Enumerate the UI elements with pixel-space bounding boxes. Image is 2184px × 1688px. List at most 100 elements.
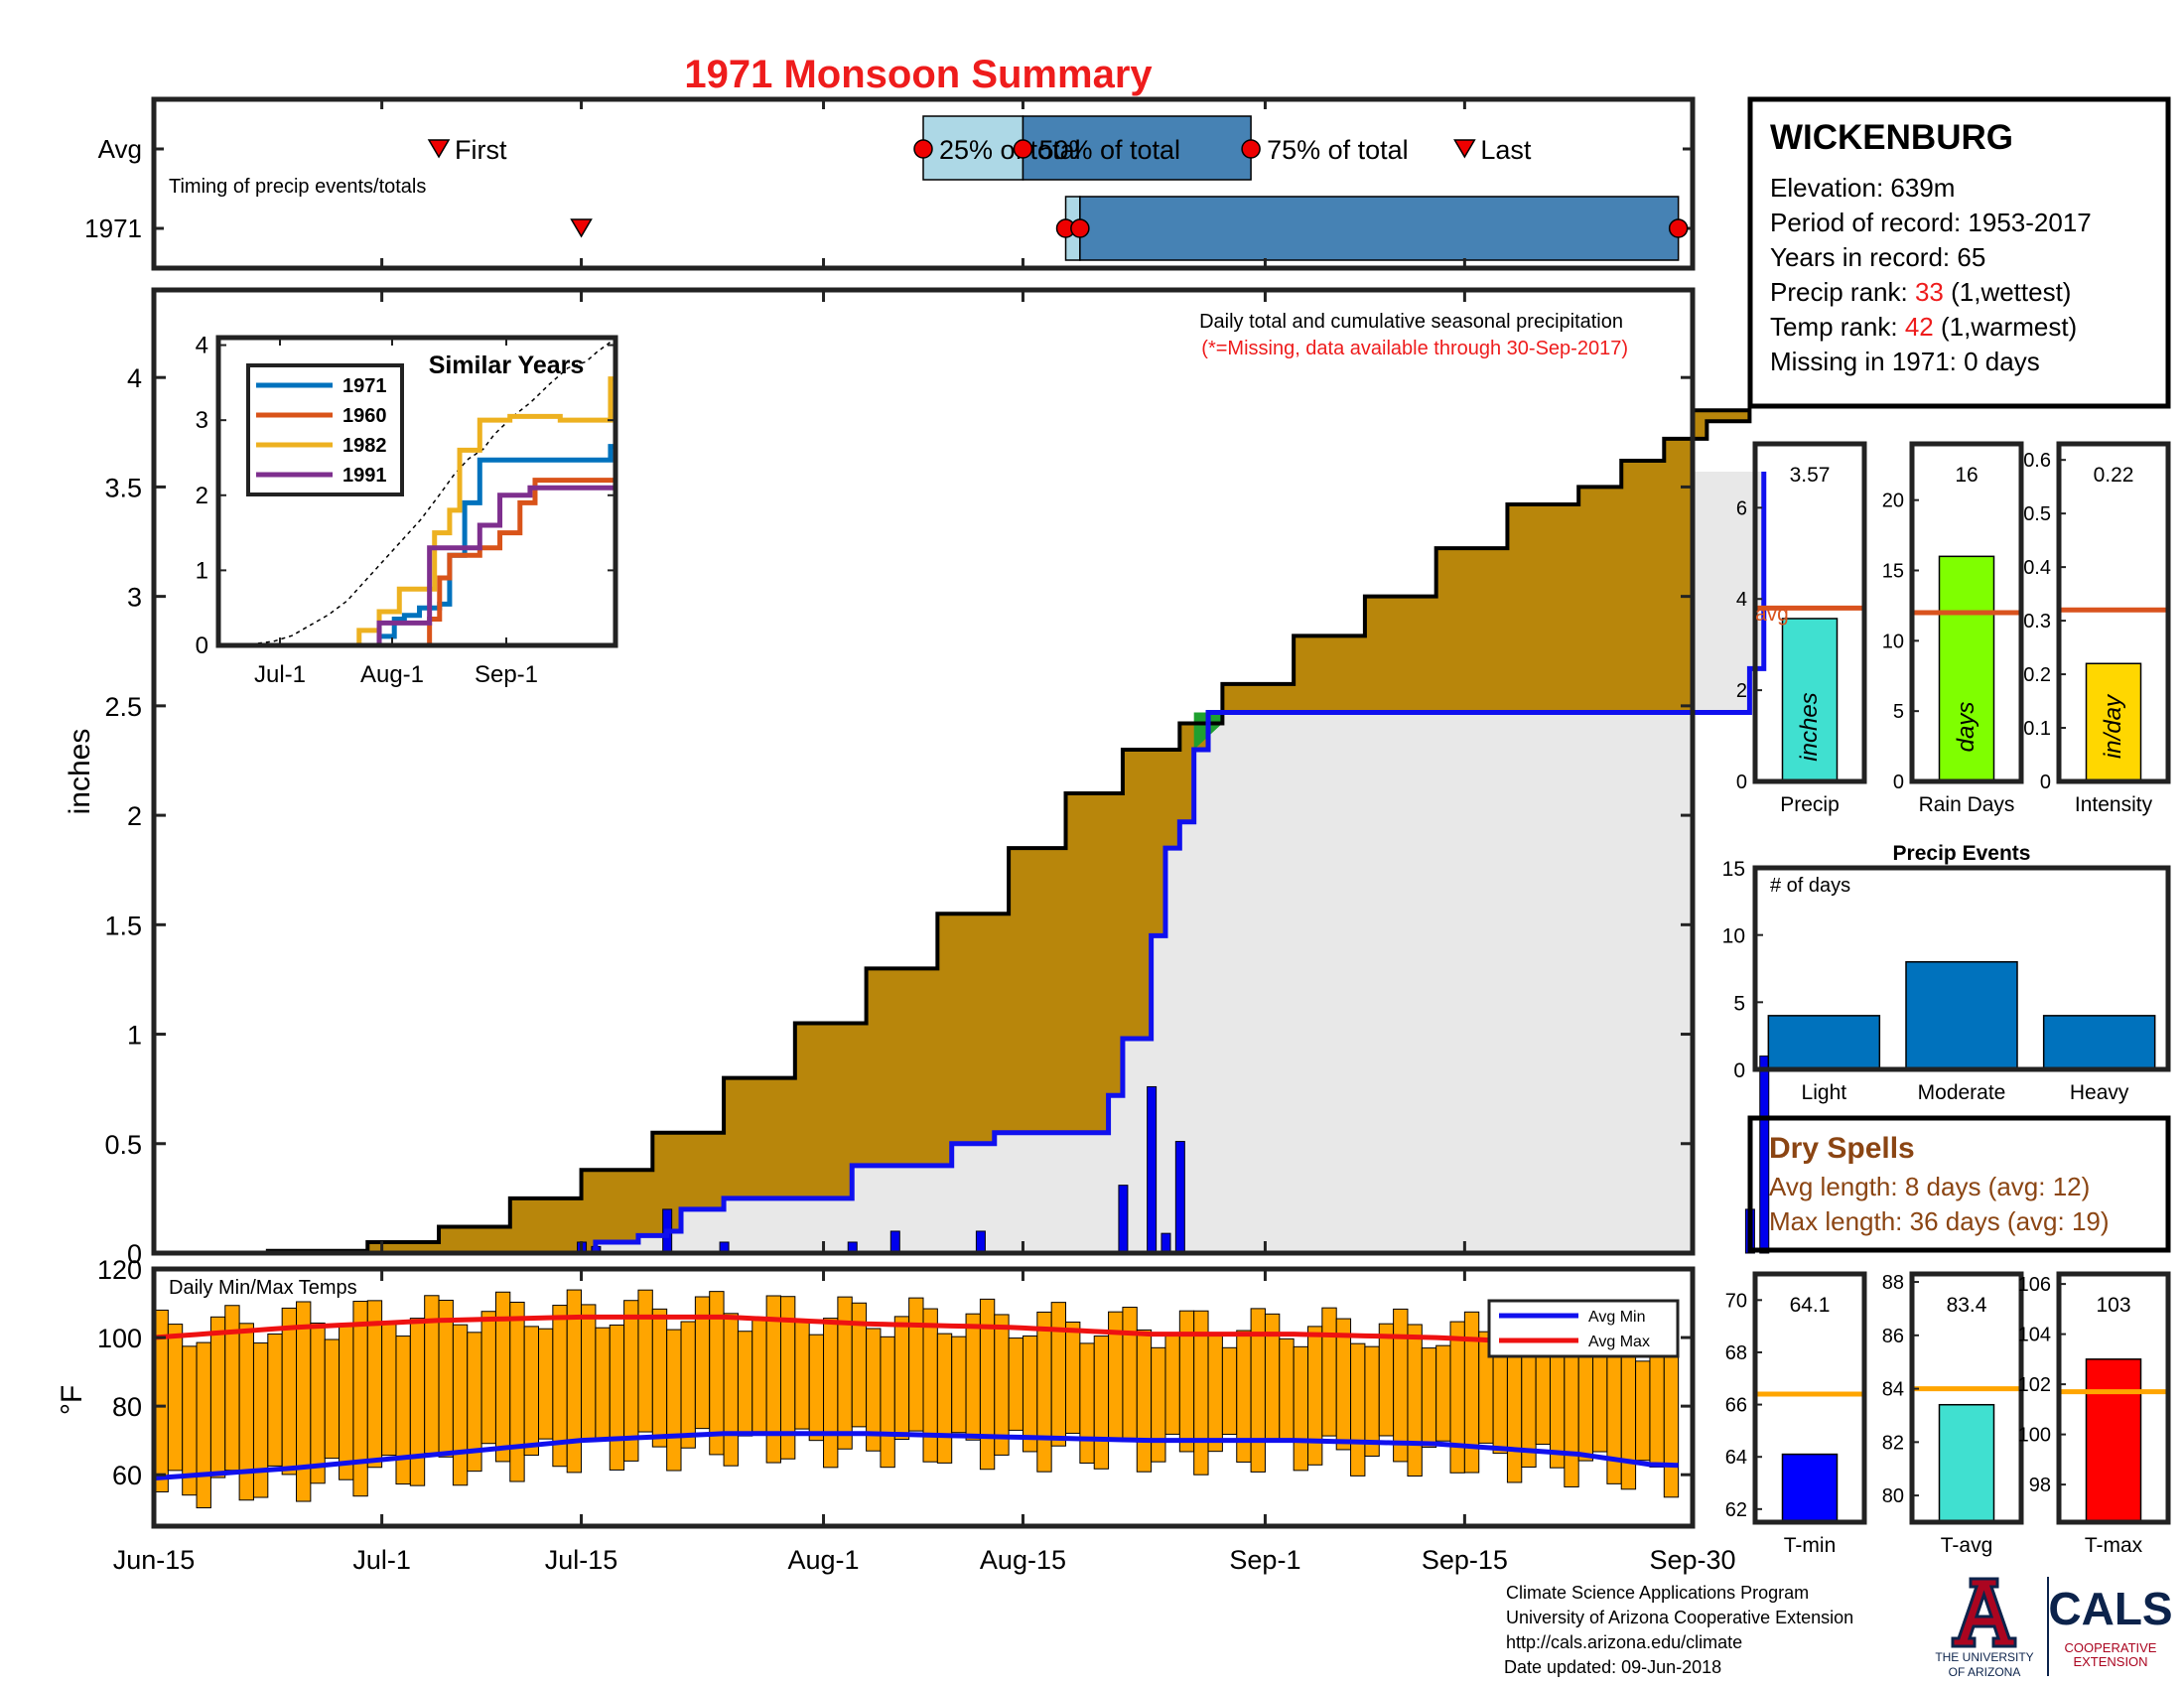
daily-temp-bar — [1364, 1345, 1380, 1457]
daily-temp-bar — [339, 1325, 354, 1480]
daily-temp-bar — [651, 1308, 668, 1448]
small-ytick-label: 70 — [1725, 1290, 1747, 1312]
unit-label: inches — [1796, 692, 1823, 761]
inset-legend-label-1971: 1971 — [342, 375, 387, 397]
small-ytick-label: 0.1 — [2023, 718, 2051, 740]
daily-temp-bar — [296, 1301, 312, 1502]
avg-first-label: First — [455, 135, 507, 165]
inset-xtick-label: Aug-1 — [360, 661, 424, 688]
inset-ytick-label: 2 — [196, 483, 208, 509]
timing-frame — [151, 96, 1696, 271]
daily-temp-bar — [1022, 1336, 1038, 1453]
dry-spells-title: Dry Spells — [1769, 1132, 1915, 1165]
precip-ytick-label: 3.5 — [104, 473, 142, 502]
daily-temp-bar — [1649, 1343, 1665, 1468]
inset-title: Similar Years — [429, 352, 585, 379]
panel-frame — [2056, 1271, 2171, 1525]
daily-precip-bar — [1147, 1085, 1158, 1254]
daily-temp-bar — [1378, 1323, 1395, 1437]
timing-note: Timing of precip events/totals — [169, 176, 426, 198]
daily-temp-bar — [1065, 1321, 1081, 1434]
value-label: 16 — [1955, 464, 1978, 487]
daily-temp-bar — [908, 1297, 924, 1432]
small-ytick-label: 0.3 — [2023, 611, 2051, 633]
daily-temp-bar — [1407, 1324, 1423, 1477]
daily-temp-bar — [595, 1327, 611, 1441]
small-ytick-label: 5 — [1893, 701, 1904, 723]
events-ytick-label: 15 — [1722, 858, 1745, 881]
value-label: 103 — [2096, 1294, 2130, 1317]
avg-75-label: 75% of total — [1267, 135, 1409, 165]
year-first-marker — [570, 218, 593, 238]
daily-temp-bar — [1293, 1345, 1309, 1472]
daily-temp-bar — [737, 1331, 753, 1437]
precip-ytick-label: 0 — [127, 1239, 142, 1269]
daily-temp-bar — [1093, 1336, 1110, 1470]
temps-panel-label: Daily Min/Max Temps — [169, 1277, 357, 1299]
timing-row-label-avg: Avg — [98, 134, 142, 164]
daily-temp-bar — [680, 1321, 696, 1449]
date-tick-label: Sep-1 — [1229, 1545, 1300, 1575]
footer-url: http://cals.arizona.edu/climate — [1506, 1632, 1742, 1652]
inset-xtick-label: Sep-1 — [475, 661, 538, 688]
avg-25-marker — [913, 139, 933, 159]
precip-ytick-label: 0.5 — [104, 1130, 142, 1160]
daily-temp-bar — [609, 1324, 625, 1471]
avg-50-label: 50% of total — [1038, 135, 1180, 165]
date-tick-label: Jun-15 — [113, 1545, 196, 1575]
daily-temp-bar — [1335, 1318, 1352, 1451]
precip-ytick-label: 4 — [127, 363, 142, 393]
event-bar-moderate — [1905, 960, 2018, 1070]
dry-spells-max-length: Max length: 36 days (avg: 19) — [1769, 1206, 2110, 1236]
small-ytick-label: 2 — [1736, 680, 1747, 702]
daily-temp-bar — [922, 1308, 938, 1463]
timing-panel: Avg 1971 Timing of precip events/totals Fir… — [84, 96, 1696, 271]
events-title: Precip Events — [1893, 842, 2031, 865]
daily-temp-bar — [1221, 1346, 1238, 1435]
date-tick-label: Aug-15 — [980, 1545, 1066, 1575]
small-ytick-label: 4 — [1736, 589, 1747, 611]
events-ytick-label: 0 — [1733, 1059, 1745, 1082]
daily-precip-bar — [1174, 1141, 1185, 1254]
temps-ytick-label: 100 — [97, 1324, 142, 1353]
value-label: 83.4 — [1947, 1294, 1987, 1317]
daily-precip-bar — [1160, 1232, 1171, 1254]
inset-series-1960 — [218, 478, 615, 648]
daily-temp-bar — [452, 1324, 469, 1486]
daily-temp-bar — [1079, 1342, 1095, 1464]
daily-temp-bar — [209, 1316, 226, 1478]
inset-ytick-label: 1 — [196, 557, 208, 584]
station-missing: Missing in 1971: 0 days — [1770, 347, 2040, 376]
small-ytick-label: 62 — [1725, 1499, 1747, 1521]
small-ytick-label: 106 — [2018, 1274, 2051, 1296]
events-ytick-label: 5 — [1733, 992, 1745, 1015]
daily-temp-bar — [880, 1336, 895, 1469]
daily-temp-bar — [352, 1301, 368, 1497]
daily-temp-bar — [196, 1341, 211, 1509]
precip-ytick-label: 2.5 — [104, 692, 142, 722]
timing-row-label-year: 1971 — [84, 213, 142, 243]
small-ytick-label: 102 — [2018, 1374, 2051, 1396]
daily-temp-bar — [1036, 1311, 1052, 1473]
university-of-arizona-logo: THE UNIVERSITY OF ARIZONA CALS COOPERATI… — [1935, 1577, 2173, 1679]
daily-temp-bar — [1449, 1321, 1465, 1474]
small-ytick-label: 64 — [1725, 1447, 1747, 1469]
small-ytick-label: 84 — [1882, 1379, 1904, 1401]
daily-precip-bar — [975, 1230, 986, 1254]
daily-temp-bar — [1151, 1346, 1166, 1463]
daily-temp-bar — [794, 1321, 810, 1430]
inset-ytick-label: 3 — [196, 407, 208, 434]
footer-program: Climate Science Applications Program — [1506, 1583, 1809, 1603]
avg-first-marker — [427, 139, 451, 159]
panel-frame — [1752, 1271, 1867, 1525]
avg-max-line — [153, 1314, 1679, 1353]
daily-temp-bar — [637, 1289, 653, 1433]
small-ytick-label: 82 — [1882, 1432, 1904, 1454]
panel-frame — [1752, 441, 1867, 784]
inset-ytick-label: 0 — [196, 633, 208, 659]
small-ytick-label: 104 — [2018, 1325, 2051, 1346]
small-ytick-label: 0.2 — [2023, 664, 2051, 686]
unit-label: days — [1953, 702, 1979, 753]
dry-spells-box: Dry Spells Avg length: 8 days (avg: 12) … — [1747, 1115, 2171, 1253]
